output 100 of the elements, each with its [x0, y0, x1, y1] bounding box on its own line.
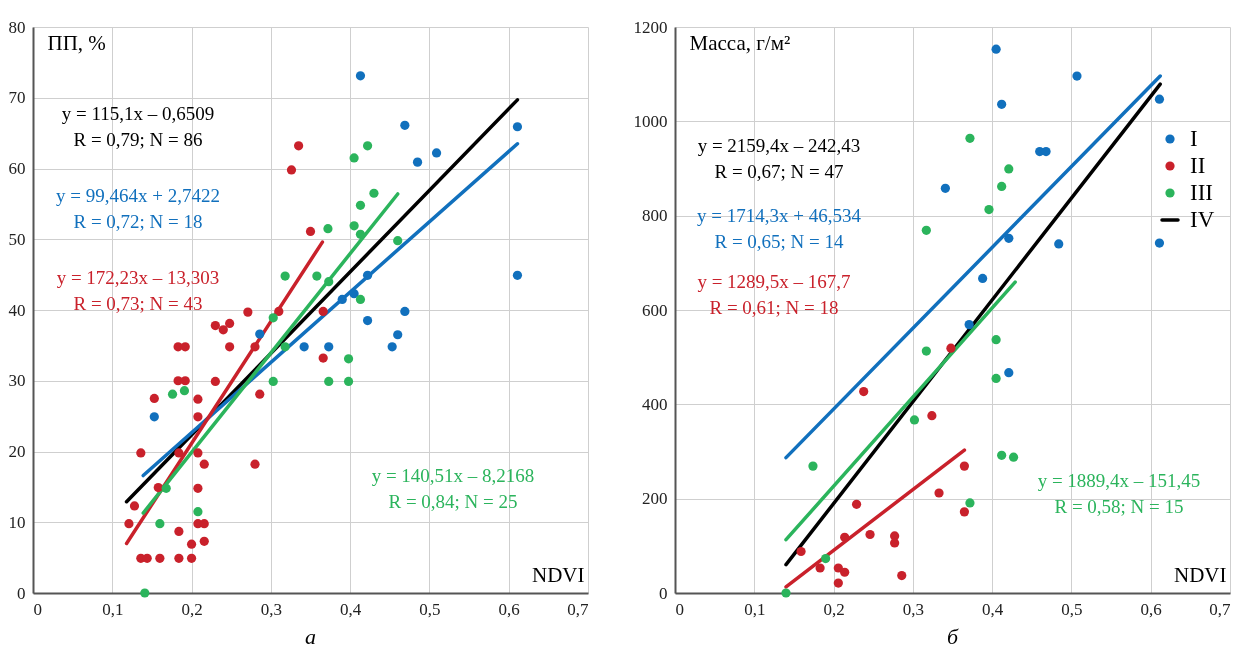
point — [243, 307, 253, 317]
point — [294, 141, 304, 151]
point — [387, 342, 397, 352]
point — [280, 342, 290, 352]
x-tick-label: 0,6 — [498, 599, 520, 619]
point — [997, 99, 1007, 109]
x-tick-label: 0,1 — [102, 599, 124, 619]
point — [1004, 233, 1014, 243]
x-tick-label: 0,3 — [902, 599, 924, 619]
point — [318, 353, 328, 363]
point — [136, 448, 146, 458]
annotation: y = 172,23x – 13,303 R = 0,73; N = 43 — [56, 267, 220, 314]
point — [274, 306, 284, 317]
point — [362, 316, 373, 326]
point — [255, 389, 265, 399]
y-tick-label: 40 — [8, 300, 26, 320]
point — [865, 529, 875, 540]
y-tick-label: 600 — [642, 300, 668, 320]
point — [909, 415, 920, 425]
point — [167, 389, 178, 399]
legend-label: II — [1190, 153, 1206, 178]
point — [393, 330, 403, 340]
y-tick-label: 60 — [8, 159, 26, 178]
point — [1004, 164, 1014, 174]
text: а — [305, 624, 316, 649]
x-tick-label: 0,5 — [1061, 599, 1083, 619]
x-tick-label: 0,7 — [567, 599, 589, 619]
point — [959, 507, 969, 517]
annotation: y = 2159,4x – 242,43 R = 0,67; N = 47 — [697, 135, 861, 182]
point — [1004, 368, 1014, 378]
point — [512, 122, 523, 132]
point — [268, 376, 278, 387]
x-tick-label: 0 — [33, 599, 42, 619]
point — [355, 71, 366, 81]
point — [161, 483, 171, 493]
point — [186, 553, 197, 563]
point — [890, 538, 900, 548]
annotation: y = 1714,3x + 46,534 R = 0,65; N = 14 — [697, 205, 862, 252]
point — [997, 181, 1007, 192]
point — [124, 519, 134, 529]
point — [959, 461, 969, 471]
x-axis-title: NDVI — [1174, 562, 1227, 587]
point — [149, 393, 159, 404]
point — [255, 329, 265, 339]
point — [393, 236, 403, 246]
point — [1041, 146, 1051, 157]
point — [921, 346, 931, 356]
y-tick-label: 30 — [8, 371, 26, 391]
point — [851, 499, 862, 509]
point — [324, 342, 334, 352]
point — [400, 306, 410, 317]
point — [808, 461, 818, 471]
point — [400, 120, 410, 130]
point — [349, 153, 359, 163]
x-tick-label: 0,4 — [340, 599, 362, 619]
y-tick-label: 0 — [17, 583, 26, 603]
point — [179, 386, 190, 396]
y-tick-label: 0 — [659, 583, 668, 603]
point — [369, 188, 379, 198]
point — [318, 306, 328, 317]
point — [355, 294, 366, 304]
point — [796, 546, 806, 557]
point — [897, 570, 907, 581]
point — [210, 320, 220, 331]
point — [821, 553, 831, 564]
x-tick-label: 0,6 — [1140, 599, 1162, 619]
point — [362, 270, 373, 280]
y-tick-label: 400 — [642, 394, 668, 414]
point — [286, 165, 297, 175]
legend-label: III — [1190, 180, 1213, 205]
point — [280, 271, 290, 281]
point — [964, 320, 974, 330]
point — [343, 376, 354, 387]
point — [1154, 238, 1165, 248]
point — [193, 394, 203, 404]
point — [186, 539, 197, 549]
legend-label: IV — [1190, 207, 1215, 232]
point — [978, 273, 988, 283]
y-tick-label: 70 — [8, 88, 26, 108]
point — [921, 225, 931, 235]
point — [174, 448, 184, 458]
y-tick-label: 50 — [8, 229, 26, 249]
point — [193, 483, 203, 493]
point — [149, 412, 159, 422]
point — [225, 342, 235, 352]
point — [1008, 452, 1019, 462]
point — [129, 501, 140, 511]
point — [193, 412, 203, 422]
point — [225, 318, 235, 329]
point — [512, 270, 523, 280]
point — [840, 532, 850, 542]
y-tick-label: 1000 — [633, 111, 668, 131]
point — [355, 229, 366, 239]
point — [324, 376, 334, 387]
point — [859, 387, 869, 397]
legend-label: I — [1190, 126, 1198, 151]
point — [934, 488, 944, 498]
point — [991, 373, 1001, 383]
point — [965, 498, 975, 508]
x-tick-label: 0,2 — [823, 599, 845, 619]
